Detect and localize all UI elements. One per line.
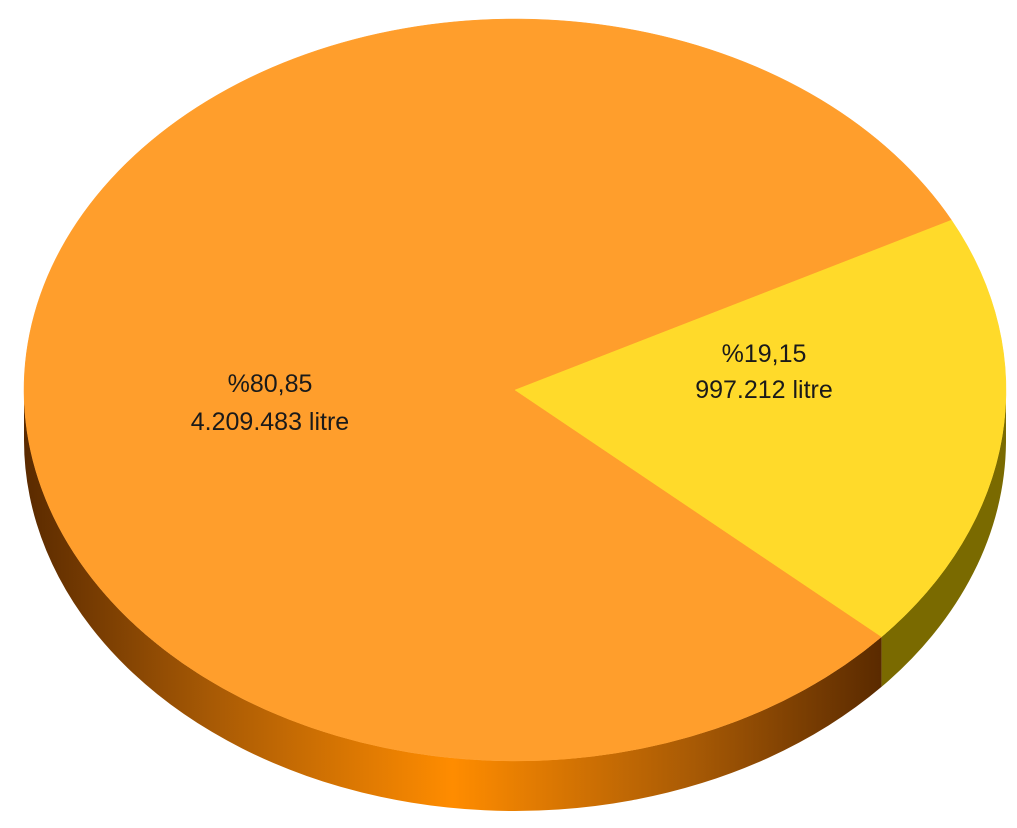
slice-label-group-1: %19,15 997.212 litre bbox=[695, 340, 833, 404]
slice-percent-label-1: %19,15 bbox=[722, 340, 807, 368]
pie-sides bbox=[24, 390, 1006, 812]
slice-side-1 bbox=[881, 392, 1006, 687]
slice-top-1 bbox=[514, 219, 1007, 638]
slice-value-label-1: 997.212 litre bbox=[695, 376, 833, 404]
slice-label-group-0: %80,85 4.209.483 litre bbox=[191, 370, 349, 436]
slice-top-0 bbox=[23, 18, 952, 762]
slice-side-0 bbox=[24, 390, 882, 812]
slice-percent-label-0: %80,85 bbox=[228, 370, 313, 398]
pie-tops bbox=[23, 18, 1007, 762]
slice-value-label-0: 4.209.483 litre bbox=[191, 408, 349, 436]
